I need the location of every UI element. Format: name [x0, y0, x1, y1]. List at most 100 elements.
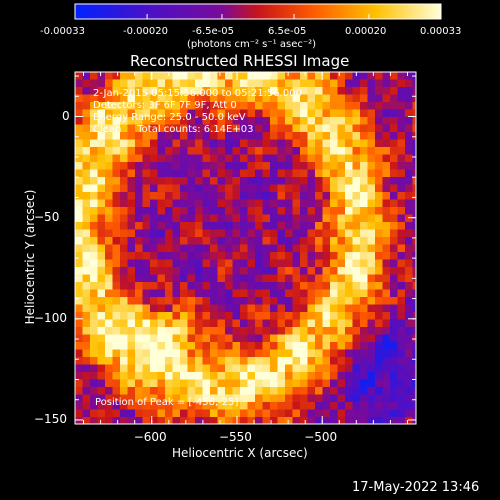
heatmap-pixel	[412, 237, 417, 245]
heatmap-pixel	[112, 192, 121, 200]
heatmap-pixel	[157, 394, 166, 403]
heatmap-pixel	[247, 364, 256, 373]
heatmap-pixel	[330, 192, 338, 200]
heatmap-pixel	[82, 259, 91, 268]
heatmap-pixel	[367, 379, 376, 388]
heatmap-pixel	[225, 124, 233, 133]
heatmap-pixel	[112, 387, 121, 395]
heatmap-pixel	[262, 169, 271, 178]
heatmap-pixel	[217, 409, 226, 418]
heatmap-pixel	[82, 387, 91, 395]
heatmap-pixel	[135, 169, 143, 178]
heatmap-pixel	[247, 222, 256, 230]
heatmap-pixel	[120, 342, 128, 350]
heatmap-pixel	[127, 162, 136, 170]
heatmap-pixel	[315, 72, 323, 80]
heatmap-pixel	[240, 87, 248, 95]
heatmap-pixel	[142, 184, 151, 193]
heatmap-pixel	[270, 132, 278, 140]
heatmap-pixel	[285, 87, 293, 95]
heatmap-pixel	[157, 304, 166, 313]
heatmap-pixel	[172, 357, 181, 365]
heatmap-pixel	[345, 109, 353, 118]
heatmap-pixel	[75, 237, 83, 245]
heatmap-pixel	[390, 327, 398, 335]
heatmap-pixel	[405, 139, 413, 148]
heatmap-pixel	[180, 364, 188, 373]
heatmap-pixel	[412, 409, 417, 418]
heatmap-pixel	[367, 162, 376, 170]
heatmap-pixel	[315, 387, 323, 395]
heatmap-pixel	[315, 334, 323, 343]
heatmap-pixel	[75, 394, 83, 403]
heatmap-pixel	[195, 229, 203, 238]
heatmap-pixel	[262, 372, 271, 380]
heatmap-pixel	[367, 349, 376, 358]
heatmap-pixel	[135, 147, 143, 155]
heatmap-pixel	[360, 267, 368, 275]
heatmap-pixel	[120, 334, 128, 343]
heatmap-pixel	[412, 282, 417, 290]
heatmap-pixel	[150, 274, 158, 283]
heatmap-pixel	[382, 274, 391, 283]
heatmap-pixel	[232, 379, 241, 388]
heatmap-pixel	[75, 169, 83, 178]
heatmap-pixel	[240, 169, 248, 178]
heatmap-pixel	[337, 177, 346, 185]
heatmap-pixel	[300, 394, 308, 403]
heatmap-pixel	[292, 229, 301, 238]
heatmap-pixel	[232, 154, 241, 163]
heatmap-pixel	[367, 222, 376, 230]
heatmap-pixel	[232, 334, 241, 343]
heatmap-pixel	[315, 87, 323, 95]
heatmap-pixel	[105, 327, 113, 335]
heatmap-pixel	[165, 124, 173, 133]
heatmap-pixel	[277, 402, 286, 410]
heatmap-pixel	[232, 357, 241, 365]
heatmap-pixel	[330, 117, 338, 125]
heatmap-pixel	[390, 147, 398, 155]
heatmap-pixel	[210, 94, 218, 103]
heatmap-pixel	[217, 312, 226, 320]
heatmap-pixel	[202, 244, 211, 253]
heatmap-pixel	[382, 304, 391, 313]
heatmap-pixel	[337, 402, 346, 410]
heatmap-pixel	[75, 304, 83, 313]
heatmap-pixel	[337, 154, 346, 163]
heatmap-pixel	[157, 147, 166, 155]
heatmap-pixel	[142, 124, 151, 133]
heatmap-pixel	[202, 207, 211, 215]
heatmap-pixel	[217, 229, 226, 238]
heatmap-pixel	[345, 94, 353, 103]
heatmap-pixel	[240, 349, 248, 358]
heatmap-pixel	[247, 214, 256, 223]
heatmap-pixel	[360, 327, 368, 335]
heatmap-pixel	[202, 409, 211, 418]
heatmap-pixel	[307, 394, 316, 403]
heatmap-pixel	[142, 267, 151, 275]
heatmap-pixel	[322, 304, 331, 313]
heatmap-pixel	[322, 289, 331, 298]
heatmap-pixel	[210, 267, 218, 275]
heatmap-pixel	[345, 417, 353, 425]
heatmap-pixel	[150, 184, 158, 193]
heatmap-pixel	[105, 244, 113, 253]
heatmap-pixel	[127, 169, 136, 178]
heatmap-pixel	[292, 192, 301, 200]
heatmap-pixel	[75, 289, 83, 298]
heatmap-pixel	[97, 79, 106, 88]
heatmap-pixel	[142, 87, 151, 95]
heatmap-pixel	[352, 372, 361, 380]
heatmap-pixel	[90, 162, 98, 170]
heatmap-pixel	[270, 147, 278, 155]
heatmap-pixel	[247, 387, 256, 395]
heatmap-pixel	[157, 132, 166, 140]
heatmap-pixel	[285, 357, 293, 365]
heatmap-pixel	[360, 222, 368, 230]
heatmap-pixel	[120, 387, 128, 395]
heatmap-pixel	[360, 192, 368, 200]
heatmap-pixel	[165, 102, 173, 110]
heatmap-pixel	[360, 372, 368, 380]
heatmap-pixel	[412, 124, 417, 133]
heatmap-pixel	[210, 387, 218, 395]
